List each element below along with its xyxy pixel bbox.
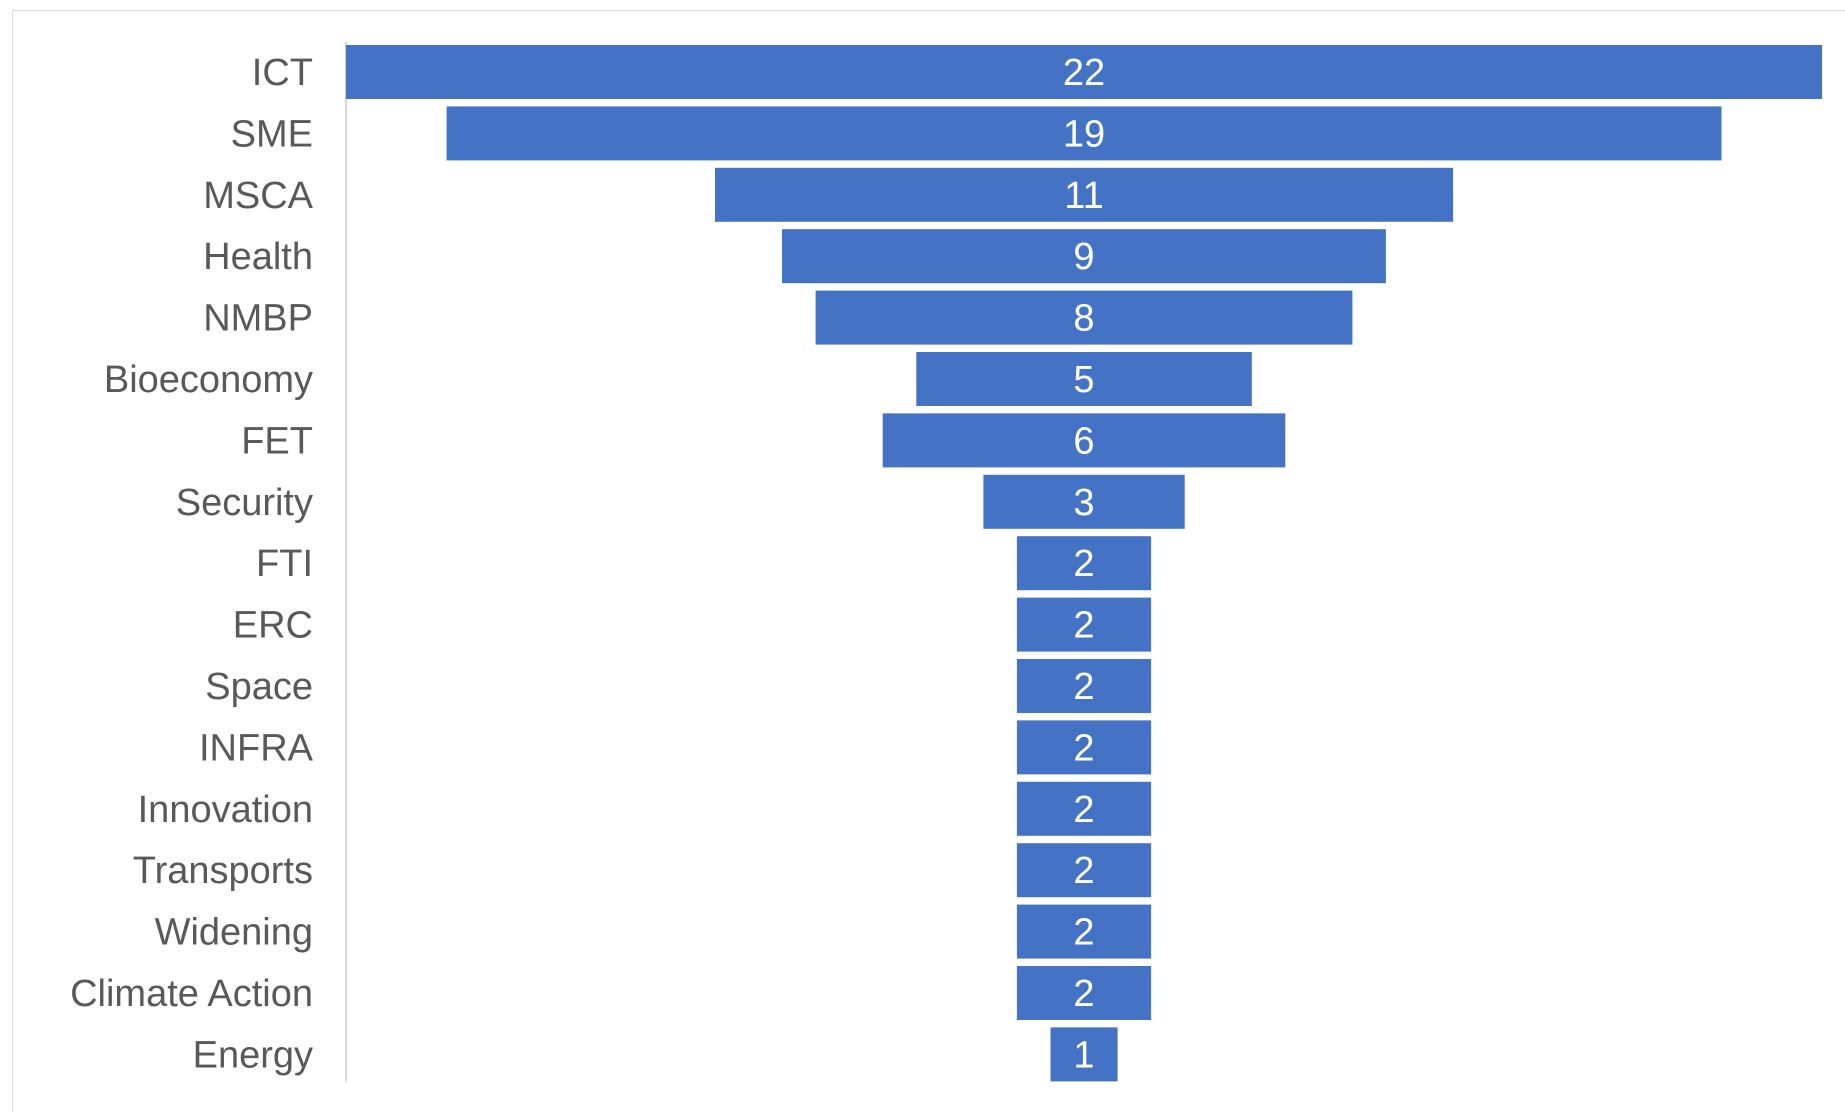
category-label-fet: FET xyxy=(241,420,313,462)
bar-health xyxy=(782,229,1386,284)
bar-energy xyxy=(1050,1027,1118,1082)
data-label-sme: 19 xyxy=(1063,113,1105,155)
data-label-space: 2 xyxy=(1073,666,1094,708)
category-label-bioeconomy: Bioeconomy xyxy=(104,359,313,401)
bar-fet xyxy=(882,413,1286,468)
data-label-bioeconomy: 5 xyxy=(1073,359,1094,401)
data-label-transports: 2 xyxy=(1073,850,1094,892)
data-label-climate-action: 2 xyxy=(1073,973,1094,1015)
data-label-msca: 11 xyxy=(1064,175,1103,217)
bar-widening xyxy=(1016,904,1152,959)
category-label-climate-action: Climate Action xyxy=(70,973,313,1015)
category-label-transports: Transports xyxy=(133,850,313,892)
category-label-innovation: Innovation xyxy=(138,789,313,831)
bar-innovation xyxy=(1016,781,1152,836)
bar-bioeconomy xyxy=(916,352,1252,406)
category-label-fti: FTI xyxy=(256,543,313,585)
category-label-infra: INFRA xyxy=(199,727,314,769)
bar-ict xyxy=(345,45,1823,99)
category-label-security: Security xyxy=(176,482,313,524)
data-label-erc: 2 xyxy=(1073,605,1094,647)
data-label-fti: 2 xyxy=(1073,543,1094,585)
bar-security xyxy=(983,474,1185,529)
category-label-health: Health xyxy=(203,236,313,278)
data-label-health: 9 xyxy=(1073,236,1094,278)
category-label-erc: ERC xyxy=(233,605,313,647)
data-label-nmbp: 8 xyxy=(1073,298,1094,340)
bar-nmbp xyxy=(815,290,1353,345)
bars-group xyxy=(345,45,1823,1082)
bar-transports xyxy=(1016,843,1152,898)
bar-sme xyxy=(446,106,1722,161)
data-label-energy: 1 xyxy=(1073,1034,1094,1076)
category-label-widening: Widening xyxy=(155,912,313,954)
data-label-fet: 6 xyxy=(1073,420,1094,462)
category-label-space: Space xyxy=(205,666,313,708)
bar-erc xyxy=(1016,597,1152,652)
category-label-nmbp: NMBP xyxy=(203,298,313,340)
data-label-widening: 2 xyxy=(1073,912,1094,954)
bar-fti xyxy=(1016,536,1152,591)
category-label-energy: Energy xyxy=(193,1034,313,1076)
bar-infra xyxy=(1016,720,1152,775)
bar-msca xyxy=(715,167,1454,222)
data-label-innovation: 2 xyxy=(1073,789,1094,831)
category-labels-group: ICT SME MSCA Health NMBP Bioeconomy FET Securit… xyxy=(70,52,314,1076)
category-label-msca: MSCA xyxy=(203,175,313,217)
bar-space xyxy=(1016,659,1152,713)
bar-climate-action xyxy=(1016,966,1152,1020)
data-label-security: 3 xyxy=(1073,482,1094,524)
data-label-ict: 22 xyxy=(1063,52,1105,94)
data-label-infra: 2 xyxy=(1073,727,1094,769)
category-label-ict: ICT xyxy=(252,52,313,94)
category-label-sme: SME xyxy=(231,113,313,155)
